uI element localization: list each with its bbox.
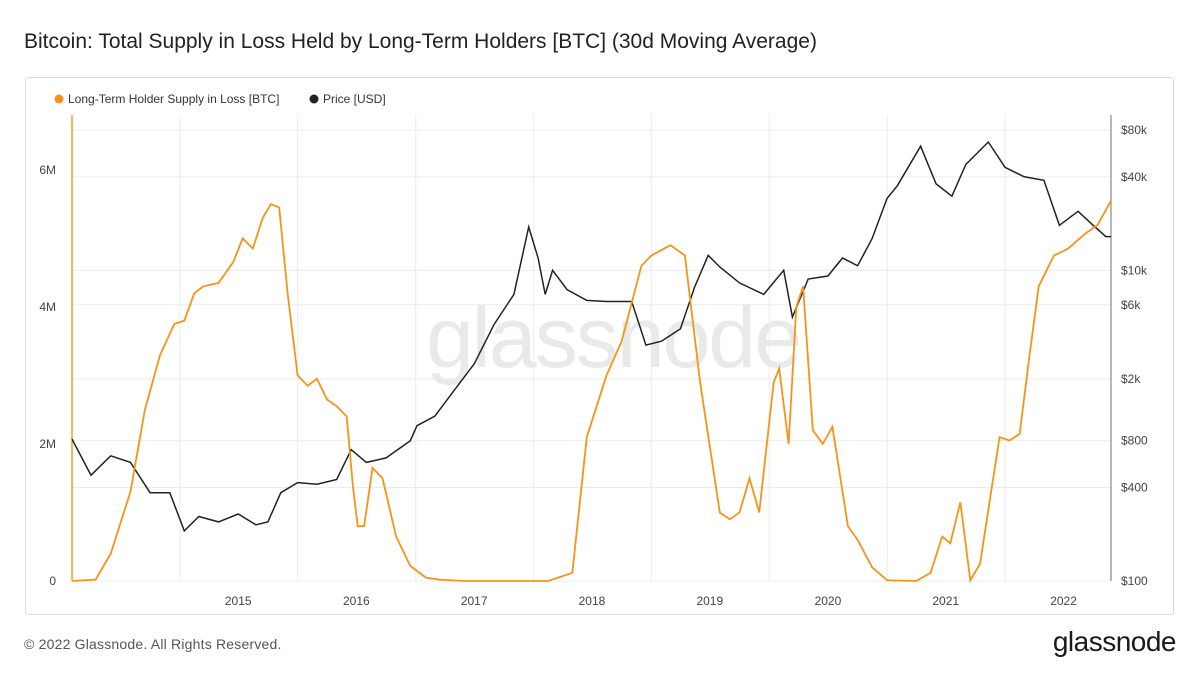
x-tick-label: 2016	[343, 594, 370, 608]
x-tick-label: 2022	[1050, 594, 1077, 608]
legend: Long-Term Holder Supply in Loss [BTC] Pri…	[54, 92, 386, 106]
grid-lines	[72, 115, 1111, 582]
right-tick-label: $2k	[1121, 372, 1141, 386]
left-tick-label: 2M	[39, 437, 56, 451]
legend-marker	[54, 94, 64, 104]
x-tick-label: 2015	[225, 594, 252, 608]
left-tick-label: 6M	[39, 163, 56, 177]
series-line-price	[71, 140, 1111, 533]
right-tick-label: $40k	[1121, 170, 1148, 184]
chart-panel: glassnode 0 2M 4M 6M $100 $400 $800 $2k $6k $10k…	[25, 77, 1174, 615]
x-tick-label: 2020	[815, 594, 842, 608]
x-tick-label: 2019	[696, 594, 723, 608]
x-axis-ticks: 2015 2016 2017 2018 2019 2020 2021 2022	[225, 594, 1077, 608]
right-tick-label: $800	[1121, 434, 1148, 448]
right-tick-label: $6k	[1121, 298, 1141, 312]
x-tick-label: 2021	[932, 594, 959, 608]
right-axis-ticks: $100 $400 $800 $2k $6k $10k $40k $80k	[1121, 123, 1148, 588]
legend-marker	[309, 94, 319, 104]
series-line-supply-in-loss	[71, 200, 1112, 584]
chart-title: Bitcoin: Total Supply in Loss Held by Lo…	[24, 30, 817, 53]
glassnode-logo[interactable]: glassnode	[1052, 626, 1177, 657]
left-tick-label: 0	[49, 574, 56, 588]
watermark: glassnode	[426, 290, 800, 386]
x-tick-label: 2018	[579, 594, 606, 608]
right-tick-label: $400	[1121, 480, 1148, 494]
copyright-text: © 2022 Glassnode. All Rights Reserved.	[24, 636, 282, 652]
chart-canvas: glassnode 0 2M 4M 6M $100 $400 $800 $2k $6k $10k…	[39, 92, 1148, 608]
x-tick-label: 2017	[461, 594, 488, 608]
right-tick-label: $100	[1121, 574, 1148, 588]
left-axis-ticks: 0 2M 4M 6M	[39, 163, 56, 588]
legend-label[interactable]: Long-Term Holder Supply in Loss [BTC]	[68, 92, 279, 106]
right-tick-label: $80k	[1121, 123, 1148, 137]
left-tick-label: 4M	[39, 300, 56, 314]
legend-label[interactable]: Price [USD]	[323, 92, 386, 106]
right-tick-label: $10k	[1121, 263, 1148, 277]
